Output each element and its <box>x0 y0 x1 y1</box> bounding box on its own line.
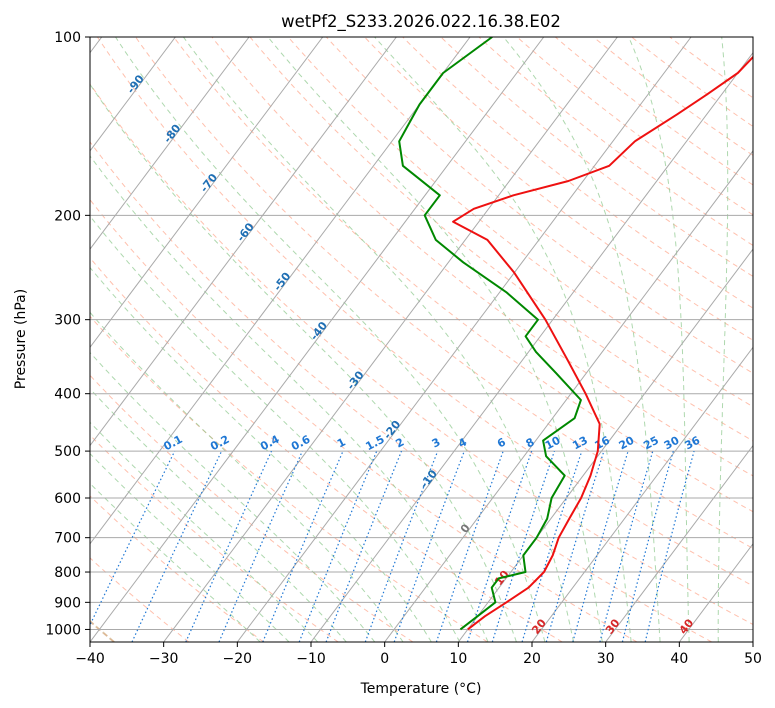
plot-frame <box>89 36 754 643</box>
mixing-ratio-line <box>491 450 555 642</box>
isotherm-gridline <box>90 37 324 349</box>
x-tick-label: 20 <box>523 651 541 667</box>
y-tick-label: 100 <box>54 30 81 46</box>
x-tick-label: −20 <box>223 651 253 667</box>
dry-adiabat-line <box>90 374 414 642</box>
mixing-ratio-label: 20 <box>617 434 637 453</box>
mixing-ratio-label: 25 <box>641 434 661 453</box>
y-tick-label: 1000 <box>45 622 81 638</box>
plot-area: 0.10.20.40.611.52346810131620253036-100-… <box>90 37 753 642</box>
isotherm-gridline <box>90 37 397 447</box>
mixing-ratio-line <box>621 450 674 642</box>
isotherm-gridline <box>90 37 545 642</box>
y-tick-label: 300 <box>54 313 81 329</box>
mixing-ratio-line <box>545 450 605 642</box>
temperature-profile-line <box>452 55 753 631</box>
mixing-ratio-label: 30 <box>662 434 682 453</box>
dry-adiabat-line <box>364 37 753 341</box>
moist-adiabat-line <box>90 452 290 642</box>
y-tick-label: 200 <box>54 208 81 224</box>
y-tick-label: 600 <box>54 491 81 507</box>
dry-adiabat-line <box>135 37 753 549</box>
dry-adiabat-line <box>96 37 753 587</box>
moist-adiabat-line <box>90 215 461 642</box>
mixing-ratio-line <box>599 450 654 642</box>
y-tick-label: 800 <box>54 565 81 581</box>
mixing-ratio-line <box>435 450 504 642</box>
moist-adiabat-line <box>90 83 517 642</box>
mixing-ratio-line <box>262 450 344 642</box>
moist-adiabat-line <box>90 388 347 642</box>
moist-adiabat-line <box>267 37 603 642</box>
mixing-ratio-line <box>131 450 223 642</box>
dry-adiabat-line <box>173 37 753 513</box>
isotherm-gridline <box>163 37 618 642</box>
x-tick-label: 10 <box>449 651 467 667</box>
y-tick-label: 400 <box>54 387 81 403</box>
moist-adiabat-line <box>717 37 729 642</box>
dry-adiabat-line <box>402 37 753 309</box>
y-tick-label: 900 <box>54 595 81 611</box>
moist-adiabat-line <box>182 37 575 642</box>
x-tick-label: 30 <box>597 651 615 667</box>
dry-adiabat-line <box>287 37 753 408</box>
isotherm-gridline <box>310 51 753 642</box>
dewpoint-profile-line <box>398 37 582 631</box>
moist-adiabat-line <box>90 351 376 642</box>
isotherm-gridline <box>90 37 471 545</box>
isotherm-gridline <box>236 37 692 642</box>
moist-adiabat-line <box>115 37 546 642</box>
mixing-ratio-line <box>521 450 583 642</box>
moist-adiabat-line <box>90 266 432 642</box>
x-tick-label: −40 <box>75 651 105 667</box>
moist-adiabat-line <box>374 37 632 642</box>
moist-adiabat-line <box>628 37 690 642</box>
chart-title: wetPf2_S233.2026.022.16.38.E02 <box>281 12 561 32</box>
mixing-ratio-line <box>90 450 176 627</box>
x-tick-label: −30 <box>149 651 179 667</box>
moist-adiabat-line <box>503 37 661 642</box>
x-axis: −40 −30 −20 −10 0 10 20 30 40 50 <box>75 642 762 667</box>
mixing-ratio-label: 13 <box>570 434 590 453</box>
mixing-ratio-line <box>298 450 378 642</box>
isotherm-gridline <box>90 37 250 250</box>
dry-adiabat-line <box>325 37 753 374</box>
y-tick-label: 700 <box>54 531 81 547</box>
dry-adiabat-line <box>249 37 753 442</box>
x-tick-label: −10 <box>296 651 326 667</box>
mixing-ratio-line <box>644 450 695 642</box>
dry-adiabat-line <box>90 83 753 626</box>
mixing-ratio-label: 36 <box>683 434 703 453</box>
dry-adiabat-line <box>90 434 339 642</box>
moist-adiabat-line <box>90 482 261 642</box>
x-tick-label: 0 <box>380 651 389 667</box>
moist-adiabat-line <box>90 155 489 642</box>
dry-adiabat-line <box>554 37 753 186</box>
x-axis-label: Temperature (°C) <box>360 681 482 697</box>
isotherm-gridline <box>531 346 753 642</box>
y-tick-label: 500 <box>54 444 81 460</box>
dry-adiabat-line <box>211 37 753 477</box>
mixing-ratio-line <box>466 450 533 642</box>
x-tick-label: 50 <box>744 651 762 667</box>
dry-adiabat-line <box>90 141 712 642</box>
y-axis-label: Pressure (hPa) <box>13 289 29 389</box>
isotherm-gridline <box>605 444 753 642</box>
isotherm-gridline <box>384 150 753 642</box>
moist-adiabat-line <box>90 311 404 642</box>
dry-adiabat-line <box>90 198 638 642</box>
isotherm-gridline <box>90 37 176 152</box>
mixing-ratio-line <box>572 450 629 642</box>
x-tick-label: 40 <box>670 651 688 667</box>
y-axis: 100 200 300 400 500 600 700 800 900 1000 <box>45 30 90 638</box>
